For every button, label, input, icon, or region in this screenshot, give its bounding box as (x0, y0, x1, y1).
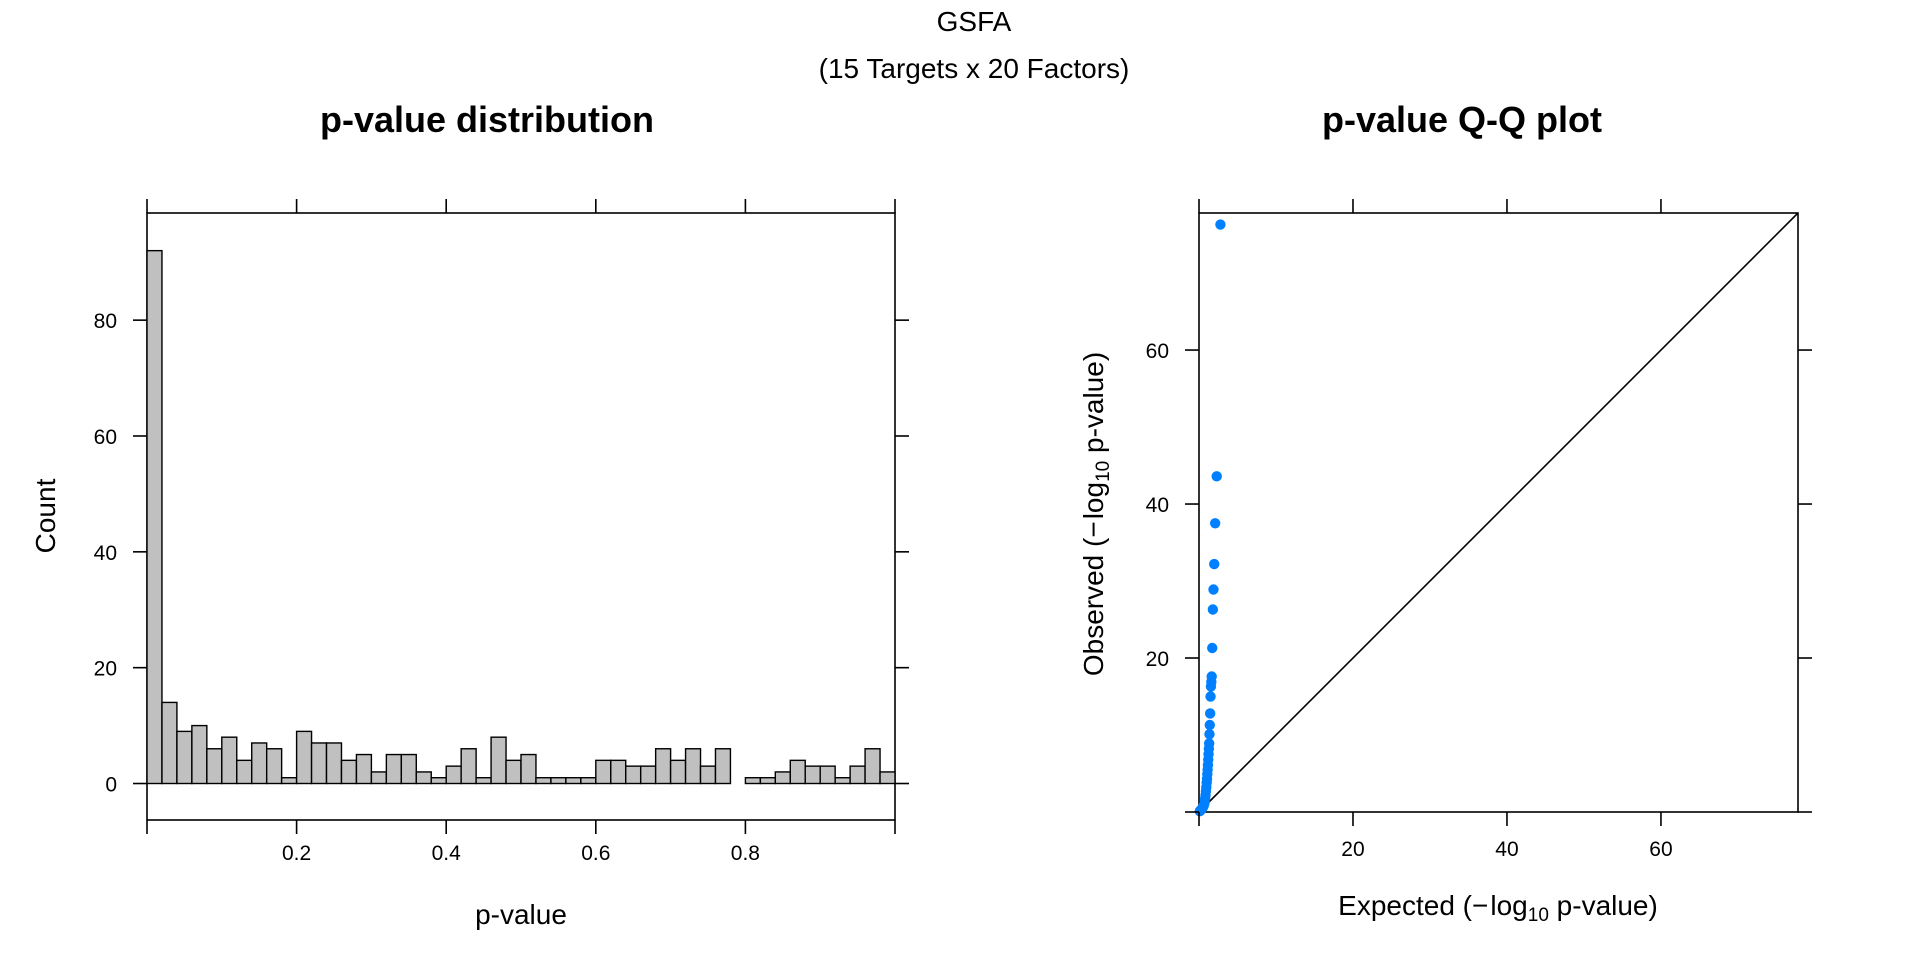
histogram-bar (804, 765, 821, 785)
histogram-bar (819, 765, 836, 785)
histogram-bar (714, 748, 732, 785)
qq-y-axis-title: Observed (−log10 p-value) (1078, 352, 1114, 676)
qq-point (1204, 708, 1216, 719)
histogram-x-tick-label: 0.6 (581, 842, 610, 865)
qq-y-tick-label: 60 (1146, 340, 1169, 363)
histogram-y-tick-label: 80 (94, 310, 117, 333)
histogram-bar (849, 765, 866, 785)
histogram-y-tick-label: 60 (94, 426, 117, 449)
histogram-bar (520, 753, 537, 785)
histogram-x-tick-label: 0.2 (282, 842, 311, 865)
qq-point (1207, 604, 1219, 615)
histogram-bar (879, 771, 896, 785)
histogram-bar (789, 759, 806, 785)
histogram-bar (430, 777, 447, 785)
histogram-panel: p-value distribution 0.2 0.4 0.6 0.8 0 20 40 6… (30, 99, 909, 930)
qq-point (1207, 642, 1218, 654)
histogram-bar (176, 730, 193, 785)
histogram-bar (265, 748, 283, 785)
qq-point (1205, 681, 1217, 692)
histogram-bar (550, 777, 567, 785)
histogram-bar (625, 765, 642, 785)
histogram-bar (370, 771, 388, 785)
histogram-bars (146, 249, 896, 785)
qq-point (1205, 691, 1216, 702)
histogram-bar (191, 724, 208, 785)
histogram-bar (505, 759, 522, 785)
histogram-y-tick-label: 0 (105, 774, 117, 797)
histogram-plot-frame (146, 212, 896, 821)
qq-y-tick-label: 40 (1146, 494, 1169, 517)
qq-point (1209, 518, 1221, 529)
histogram-bar (699, 765, 717, 785)
histogram-bar (415, 771, 432, 785)
qq-title: p-value Q-Q plot (1322, 99, 1602, 140)
qq-x-tick-label: 60 (1649, 838, 1672, 861)
qq-point (1209, 558, 1220, 570)
qq-x-ticks: 20 40 60 (1198, 199, 1673, 861)
histogram-bar (251, 742, 268, 785)
histogram-title: p-value distribution (320, 99, 654, 140)
histogram-bar (580, 777, 597, 785)
histogram-bar (400, 753, 417, 785)
histogram-y-axis-title: Count (30, 478, 61, 553)
histogram-bar (460, 748, 477, 785)
histogram-bar (280, 777, 298, 785)
qq-point (1204, 719, 1215, 731)
qq-point (1208, 584, 1219, 595)
histogram-bar (206, 748, 223, 785)
histogram-bar (490, 736, 507, 785)
qq-x-axis-title: Expected (−log10 p-value) (1338, 890, 1658, 926)
qq-point (1204, 729, 1215, 740)
qq-panel: p-value Q-Q plot 20 40 60 20 40 60 Expected … (1078, 99, 1812, 926)
histogram-bar (146, 249, 163, 785)
histogram-bar (669, 759, 687, 785)
histogram-bar (610, 759, 627, 785)
histogram-bar (535, 777, 552, 785)
qq-x-tick-label: 20 (1341, 838, 1364, 861)
histogram-bar (475, 777, 492, 785)
histogram-bar (639, 765, 657, 785)
qq-point (1215, 219, 1226, 230)
histogram-x-tick-label: 0.4 (432, 842, 462, 865)
histogram-bar (654, 748, 672, 785)
histogram-y-ticks: 0 20 40 60 80 (94, 310, 909, 797)
histogram-x-axis-title: p-value (475, 899, 567, 930)
qq-point (1211, 471, 1222, 482)
histogram-y-tick-label: 40 (94, 542, 117, 565)
qq-y-tick-label: 20 (1146, 648, 1169, 671)
histogram-bar (744, 777, 762, 785)
histogram-bar (445, 765, 462, 785)
qq-x-tick-label: 40 (1495, 838, 1518, 861)
histogram-bar (565, 777, 582, 785)
qq-y-ticks: 20 40 60 (1146, 340, 1812, 813)
qq-reference-line (1198, 212, 1799, 813)
histogram-bar (236, 759, 253, 785)
histogram-bar (340, 759, 358, 785)
histogram-bar (385, 753, 403, 785)
histogram-bar (221, 736, 238, 785)
figure-subtitle: (15 Targets x 20 Factors) (819, 53, 1130, 84)
qq-point (1194, 806, 1205, 817)
histogram-bar (684, 748, 702, 785)
histogram-bar (864, 748, 881, 785)
figure-title: GSFA (937, 6, 1012, 37)
histogram-x-ticks: 0.2 0.4 0.6 0.8 (146, 199, 896, 865)
qq-plot-frame (1198, 212, 1799, 813)
histogram-bar (759, 777, 777, 785)
histogram-bar (774, 771, 791, 785)
histogram-bar (295, 730, 313, 785)
histogram-bar (834, 777, 851, 785)
histogram-y-tick-label: 20 (94, 658, 117, 681)
histogram-x-tick-label: 0.8 (731, 842, 760, 865)
histogram-bar (355, 753, 373, 785)
histogram-bar (325, 742, 343, 785)
histogram-bar (161, 701, 178, 785)
qq-points (1194, 219, 1226, 817)
histogram-bar (595, 759, 612, 785)
histogram-bar (310, 742, 328, 785)
